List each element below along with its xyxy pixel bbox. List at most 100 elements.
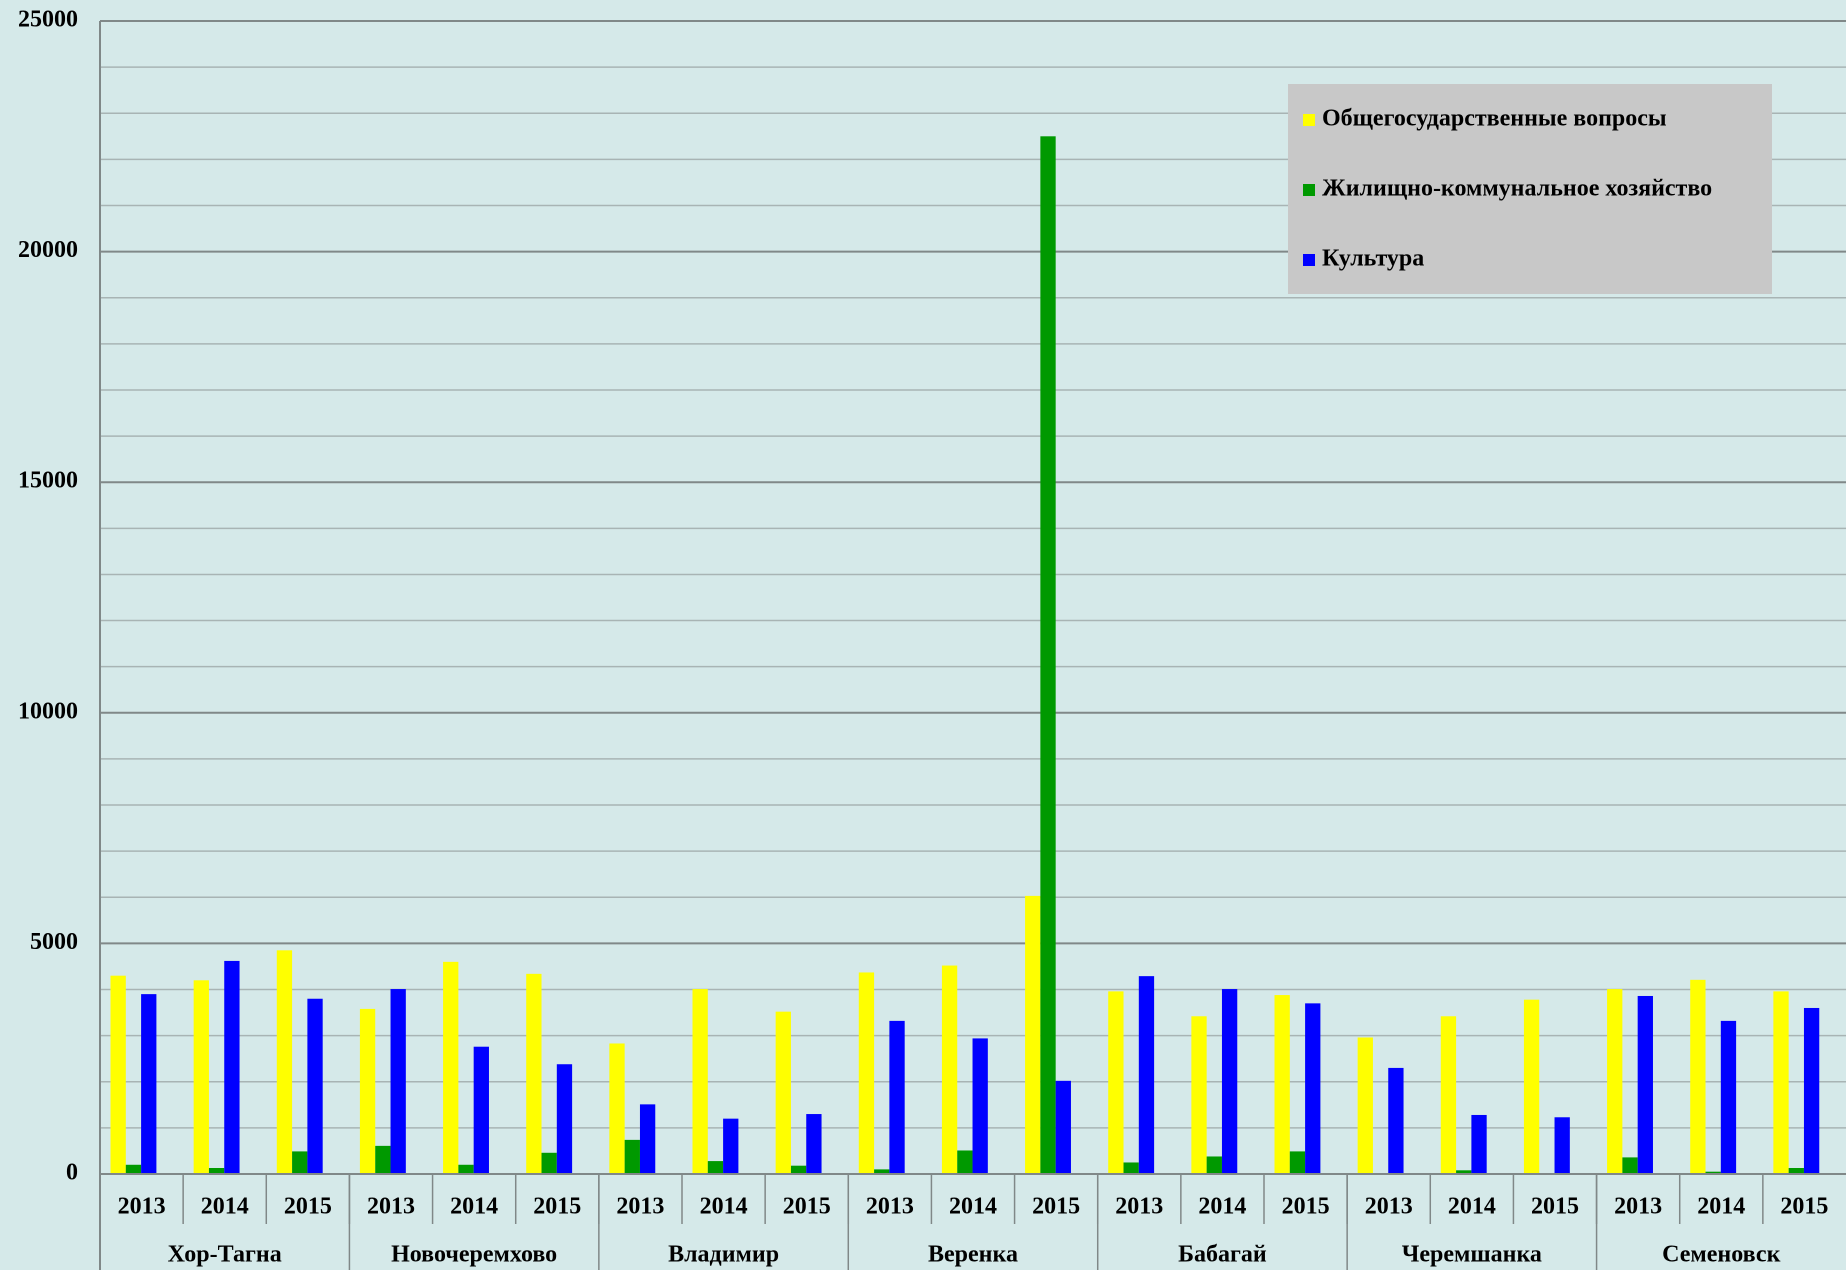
legend-label: Жилищно-коммунальное хозяйство (1322, 176, 1712, 202)
bar (1388, 1067, 1404, 1174)
x-tick-label: 2015 (284, 1194, 332, 1220)
bar (1554, 1117, 1570, 1174)
bar (609, 1043, 625, 1174)
bar (790, 1165, 807, 1174)
group-label: Новочеремхово (391, 1242, 557, 1268)
bar (458, 1164, 474, 1174)
bar (276, 950, 293, 1174)
x-tick-label: 2015 (1282, 1194, 1330, 1220)
group-label: Веренка (928, 1242, 1018, 1268)
bar (556, 1064, 573, 1174)
bar (1705, 1171, 1721, 1174)
group-label: Семеновск (1662, 1242, 1780, 1268)
bar (1221, 989, 1238, 1174)
x-tick-label: 2015 (533, 1194, 581, 1220)
bar (723, 1118, 739, 1174)
bar (806, 1114, 822, 1174)
legend-box (1288, 84, 1772, 294)
x-tick-label: 2015 (783, 1194, 831, 1220)
bar (1108, 991, 1124, 1174)
bar (443, 961, 459, 1174)
legend-marker (1303, 114, 1315, 126)
x-tick-label: 2014 (1448, 1194, 1496, 1220)
bar (1055, 1080, 1071, 1174)
bar (624, 1139, 640, 1174)
x-tick-label: 2014 (1198, 1194, 1246, 1220)
bar (1607, 989, 1623, 1174)
bar (1123, 1162, 1139, 1174)
bar (941, 965, 958, 1174)
bar (307, 998, 323, 1174)
bar (1191, 1016, 1207, 1174)
x-tick-label: 2014 (1697, 1194, 1745, 1220)
x-tick-label: 2013 (118, 1194, 166, 1220)
bar (775, 1011, 791, 1174)
x-tick-label: 2013 (1365, 1194, 1413, 1220)
bar (125, 1164, 142, 1174)
bar (1803, 1007, 1820, 1174)
bar (141, 994, 157, 1174)
bar (707, 1161, 724, 1174)
legend-marker (1303, 184, 1315, 196)
bar (1040, 136, 1056, 1174)
bar (390, 989, 406, 1174)
bar (1357, 1037, 1373, 1174)
bar (957, 1150, 973, 1174)
group-label: Хор-Тагна (168, 1242, 282, 1268)
bar (1456, 1170, 1472, 1174)
bar (1690, 979, 1706, 1174)
bar (1523, 999, 1540, 1174)
group-label: Черемшанка (1402, 1242, 1542, 1268)
x-tick-label: 2013 (367, 1194, 415, 1220)
bar (224, 960, 240, 1174)
y-tick-label: 0 (66, 1160, 78, 1186)
bar (972, 1038, 988, 1174)
bar (193, 980, 209, 1174)
bar (889, 1020, 905, 1174)
bar (292, 1151, 308, 1174)
legend-marker (1303, 254, 1315, 266)
group-label: Владимир (668, 1242, 779, 1268)
bar (874, 1169, 890, 1174)
bar (858, 972, 875, 1174)
y-tick-label: 15000 (18, 468, 78, 494)
bar (359, 1008, 376, 1174)
x-tick-label: 2013 (1614, 1194, 1662, 1220)
y-tick-label: 20000 (18, 237, 78, 263)
group-label: Бабагай (1178, 1242, 1267, 1268)
bar (1138, 976, 1155, 1174)
legend-label: Культура (1322, 246, 1424, 272)
x-tick-label: 2014 (450, 1194, 498, 1220)
bar (541, 1152, 557, 1174)
bar (1773, 991, 1789, 1174)
bar (526, 973, 542, 1174)
x-tick-label: 2013 (1115, 1194, 1163, 1220)
x-tick-label: 2015 (1780, 1194, 1828, 1220)
bar (1471, 1114, 1487, 1174)
x-tick-label: 2014 (201, 1194, 249, 1220)
bar (1440, 1016, 1457, 1174)
x-tick-label: 2015 (1531, 1194, 1579, 1220)
x-tick-label: 2013 (616, 1194, 664, 1220)
bar (1025, 895, 1041, 1174)
x-tick-label: 2013 (866, 1194, 914, 1220)
bar (692, 989, 708, 1174)
y-tick-label: 5000 (30, 929, 78, 955)
bar (208, 1168, 225, 1174)
bar (473, 1046, 489, 1174)
bar (1637, 995, 1653, 1174)
bar (1720, 1020, 1737, 1174)
bar (1289, 1151, 1306, 1174)
bar (1274, 995, 1290, 1174)
bar (1622, 1157, 1638, 1174)
legend-label: Общегосударственные вопросы (1322, 106, 1667, 132)
bar (110, 975, 126, 1174)
bar (1206, 1156, 1222, 1174)
bar (375, 1145, 391, 1174)
bar (1305, 1003, 1321, 1174)
x-tick-label: 2014 (949, 1194, 997, 1220)
x-tick-label: 2014 (700, 1194, 748, 1220)
x-tick-label: 2015 (1032, 1194, 1080, 1220)
